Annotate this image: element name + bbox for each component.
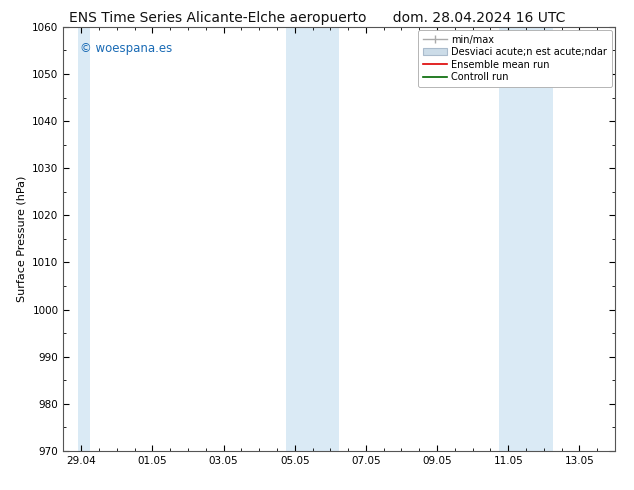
Legend: min/max, Desviaci acute;n est acute;ndar, Ensemble mean run, Controll run: min/max, Desviaci acute;n est acute;ndar… [418, 30, 612, 87]
Bar [77, 27, 90, 451]
Text: © woespana.es: © woespana.es [80, 42, 172, 55]
Bar [286, 27, 339, 451]
Y-axis label: Surface Pressure (hPa): Surface Pressure (hPa) [16, 176, 27, 302]
Bar [500, 27, 553, 451]
Text: ENS Time Series Alicante-Elche aeropuerto      dom. 28.04.2024 16 UTC: ENS Time Series Alicante-Elche aeropuert… [69, 11, 565, 25]
